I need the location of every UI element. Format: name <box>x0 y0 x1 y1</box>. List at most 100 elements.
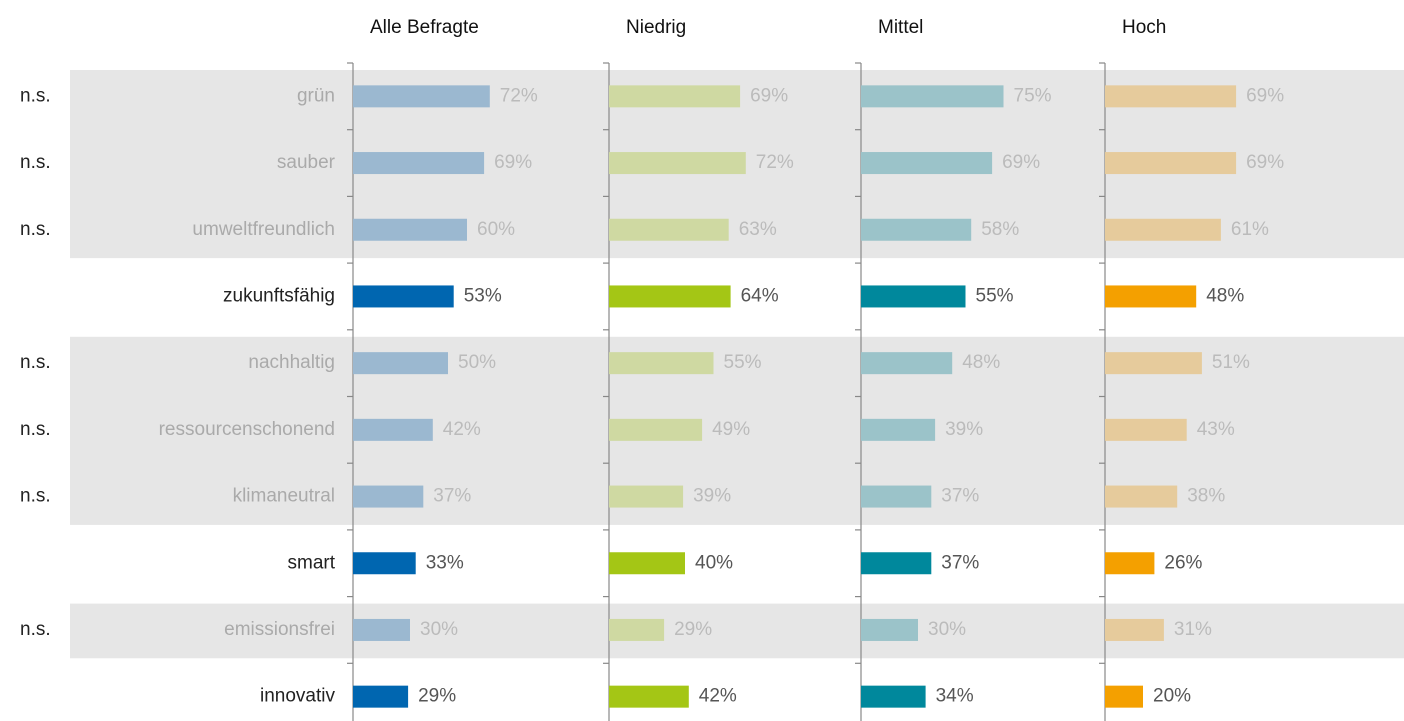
value-label: 37% <box>433 486 471 507</box>
value-label: 37% <box>941 486 979 507</box>
value-label: 42% <box>443 419 481 440</box>
category-label: umweltfreundlich <box>192 219 335 240</box>
value-label: 51% <box>1212 352 1250 373</box>
bar <box>353 85 490 108</box>
bar <box>609 685 689 708</box>
category-label: innovativ <box>260 686 335 707</box>
value-label: 61% <box>1231 219 1269 240</box>
bar <box>1105 685 1143 708</box>
bar <box>861 618 918 641</box>
bar <box>609 418 703 441</box>
value-label: 69% <box>1246 85 1284 106</box>
bar <box>609 218 729 241</box>
bar <box>609 485 684 508</box>
bar <box>861 485 932 508</box>
significance-label: n.s. <box>20 486 51 507</box>
bar <box>861 85 1004 108</box>
panel-title: Hoch <box>1122 17 1166 38</box>
bar <box>353 418 433 441</box>
value-label: 38% <box>1187 486 1225 507</box>
value-label: 39% <box>693 486 731 507</box>
bar <box>1105 485 1178 508</box>
panel-title: Mittel <box>878 17 923 38</box>
value-label: 69% <box>750 85 788 106</box>
value-label: 48% <box>962 352 1000 373</box>
bar <box>861 285 966 308</box>
value-label: 29% <box>674 619 712 640</box>
value-label: 72% <box>500 85 538 106</box>
bar <box>1105 418 1187 441</box>
value-label: 37% <box>941 552 979 573</box>
value-label: 53% <box>464 285 502 306</box>
bar <box>1105 85 1237 108</box>
value-label: 75% <box>1014 85 1052 106</box>
bar <box>861 418 936 441</box>
category-label: smart <box>288 552 336 573</box>
significance-label: n.s. <box>20 152 51 173</box>
bar <box>861 218 972 241</box>
value-label: 49% <box>712 419 750 440</box>
value-label: 50% <box>458 352 496 373</box>
bar <box>1105 552 1155 575</box>
value-label: 69% <box>1002 152 1040 173</box>
bar <box>609 552 685 575</box>
significance-label: n.s. <box>20 419 51 440</box>
value-label: 72% <box>756 152 794 173</box>
bar <box>861 152 993 175</box>
value-label: 34% <box>936 686 974 707</box>
category-label: zukunftsfähig <box>223 285 335 306</box>
significance-label: n.s. <box>20 219 51 240</box>
bar <box>609 618 665 641</box>
bar <box>1105 618 1164 641</box>
panel-title: Niedrig <box>626 17 686 38</box>
bar <box>609 152 746 175</box>
bar <box>861 685 926 708</box>
value-label: 26% <box>1164 552 1202 573</box>
value-label: 42% <box>699 686 737 707</box>
bar <box>353 552 416 575</box>
bar <box>353 218 467 241</box>
value-label: 64% <box>741 285 779 306</box>
value-label: 20% <box>1153 686 1191 707</box>
row-band <box>70 603 1404 659</box>
category-label: sauber <box>277 152 336 173</box>
bar <box>353 285 454 308</box>
significance-label: n.s. <box>20 85 51 106</box>
bar <box>1105 152 1237 175</box>
value-label: 30% <box>928 619 966 640</box>
significance-label: n.s. <box>20 619 51 640</box>
bar <box>861 352 953 375</box>
bar <box>609 285 731 308</box>
value-label: 39% <box>945 419 983 440</box>
value-label: 33% <box>426 552 464 573</box>
value-label: 58% <box>981 219 1019 240</box>
value-label: 29% <box>418 686 456 707</box>
value-label: 48% <box>1206 285 1244 306</box>
bar <box>353 152 485 175</box>
bar <box>353 618 410 641</box>
category-label: nachhaltig <box>248 352 335 373</box>
bar <box>1105 285 1197 308</box>
value-label: 69% <box>494 152 532 173</box>
value-label: 55% <box>976 285 1014 306</box>
value-label: 60% <box>477 219 515 240</box>
bar <box>609 352 714 375</box>
value-label: 63% <box>739 219 777 240</box>
value-label: 55% <box>724 352 762 373</box>
category-label: grün <box>297 85 335 106</box>
value-label: 43% <box>1197 419 1235 440</box>
category-label: ressourcenschonend <box>159 419 335 440</box>
value-label: 69% <box>1246 152 1284 173</box>
bar <box>353 685 409 708</box>
value-label: 40% <box>695 552 733 573</box>
significance-label: n.s. <box>20 352 51 373</box>
panel-title: Alle Befragte <box>370 17 479 38</box>
value-label: 30% <box>420 619 458 640</box>
bar <box>353 352 448 375</box>
category-label: klimaneutral <box>233 486 335 507</box>
bar <box>609 85 741 108</box>
bar <box>861 552 932 575</box>
value-label: 31% <box>1174 619 1212 640</box>
bar <box>1105 352 1202 375</box>
